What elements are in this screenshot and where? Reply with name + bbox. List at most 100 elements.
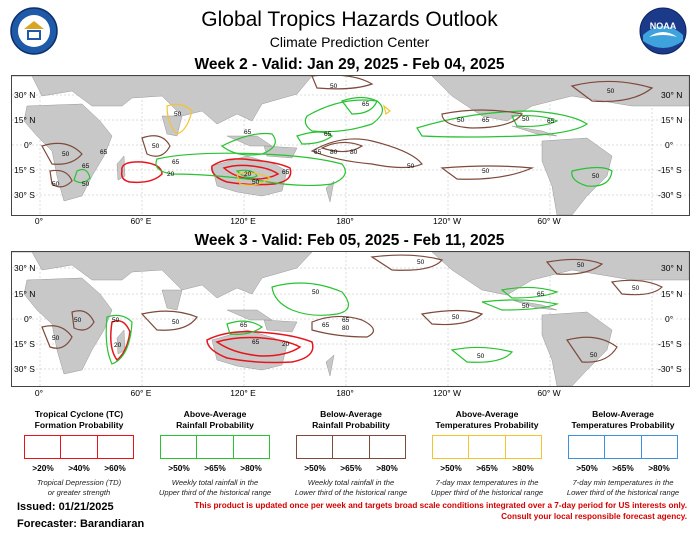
week3-lon-2: 120° E xyxy=(230,388,256,398)
contour-label: 50 xyxy=(592,173,600,180)
legend-swatch-cell xyxy=(60,436,96,458)
update-notice: This product is updated once per week an… xyxy=(190,500,687,522)
contour-label: 65 xyxy=(322,322,330,329)
week3-lon-4: 120° W xyxy=(433,388,461,398)
legend-title-line: Rainfall Probability xyxy=(312,420,390,430)
legend-swatch-cell xyxy=(504,436,541,458)
contour-label: 50 xyxy=(522,303,530,310)
week2-lat-right-3: -15° S xyxy=(658,165,682,175)
legend-swatch-cell xyxy=(332,436,368,458)
week2-contour-labels: 50 50 65 65 65 50 50 65 65 80 50 50 65 5… xyxy=(52,83,615,188)
week3-lat-left-3: 15° S xyxy=(14,339,35,349)
week3-lon-1: 60° E xyxy=(130,388,152,398)
contour-label: 50 xyxy=(452,314,460,321)
week2-lon-2: 120° E xyxy=(230,216,256,226)
legend-title-line: Below-Average xyxy=(592,409,654,419)
contour-label: 20 xyxy=(282,341,290,348)
legend-value: >80% xyxy=(240,463,262,473)
contour-label: 50 xyxy=(152,143,160,150)
legend-value: >80% xyxy=(648,463,670,473)
legend-title: Tropical Cyclone (TC) Formation Probabili… xyxy=(12,409,146,431)
legend-note-line: Upper third of the historical range xyxy=(430,488,544,497)
legend-value: >60% xyxy=(104,463,126,473)
contour-label: 65 xyxy=(324,131,332,138)
contour-label: 50 xyxy=(577,262,585,269)
update-notice-line2: Consult your local responsible forecast … xyxy=(501,512,687,521)
contour-label: 50 xyxy=(632,285,640,292)
legend-title: Above-Average Temperatures Probability xyxy=(420,409,554,431)
contour-label: 65 xyxy=(240,322,248,329)
contour-label: 65 xyxy=(314,149,322,156)
legend-title-line: Above-Average xyxy=(183,409,247,419)
contour-label: 50 xyxy=(522,116,530,123)
contour-label: 65 xyxy=(82,163,90,170)
contour-label: 65 xyxy=(252,339,260,346)
week3-lat-right-2: 0° xyxy=(665,314,674,324)
legend-value: >80% xyxy=(512,463,534,473)
contour-label: 65 xyxy=(172,159,180,166)
legend-note: 7-day min temperatures in the Lower third… xyxy=(556,478,690,498)
legend-title-line: Temperatures Probability xyxy=(571,420,675,430)
legend-title-line: Temperatures Probability xyxy=(435,420,539,430)
week2-lat-left-3: 15° S xyxy=(14,165,35,175)
legend-swatch-cell xyxy=(297,436,332,458)
legend-note-line: 7-day min temperatures in the xyxy=(572,478,674,487)
week3-lon-3: 180° xyxy=(336,388,354,398)
legend-swatch-cell xyxy=(96,436,133,458)
contour-label: 20 xyxy=(114,342,122,349)
legend-swatch-cell xyxy=(569,436,604,458)
legend-value: >80% xyxy=(376,463,398,473)
contour-label: 50 xyxy=(477,353,485,360)
legend-swatch-cell xyxy=(433,436,468,458)
week2-lat-left-2: 0° xyxy=(24,140,33,150)
legend-tc: Tropical Cyclone (TC) Formation Probabili… xyxy=(12,409,146,498)
noaa-logo-text: NOAA xyxy=(650,21,677,31)
week3-lat-left-1: 15° N xyxy=(14,289,36,299)
rain-above-contours xyxy=(105,282,560,365)
legend-note-line: Weekly total rainfall in the xyxy=(307,478,395,487)
legend-note-line: Weekly total rainfall in the xyxy=(171,478,259,487)
legend-swatch-cell xyxy=(25,436,60,458)
week3-lat-left-0: 30° N xyxy=(14,263,36,273)
legend-value: >65% xyxy=(204,463,226,473)
legend-value: >65% xyxy=(340,463,362,473)
contour-label: 50 xyxy=(174,111,182,118)
tc-contours xyxy=(120,158,292,186)
legend-values: >50% >65% >80% xyxy=(433,463,541,473)
legend-value: >40% xyxy=(68,463,90,473)
legend-swatch xyxy=(24,435,134,459)
week2-lat-right-0: 30° N xyxy=(661,90,683,100)
rain-above-contours xyxy=(73,96,613,187)
contour-label: 50 xyxy=(457,117,465,124)
week2-map-graphic: 50 50 65 65 65 50 50 65 65 80 50 50 65 5… xyxy=(12,74,690,216)
week2-lat-right-2: 0° xyxy=(665,140,674,150)
contour-label: 50 xyxy=(82,181,90,188)
legend-note-line: Tropical Depression (TD) xyxy=(36,478,122,487)
contour-label: 65 xyxy=(537,291,545,298)
legend-swatch xyxy=(296,435,406,459)
page-title: Global Tropics Hazards Outlook xyxy=(201,8,498,31)
legend-temp-above: Above-Average Temperatures Probability >50… xyxy=(420,409,554,498)
legend-note-line: Lower third of the historical range xyxy=(294,488,408,497)
contour-label: 20 xyxy=(244,171,252,178)
week2-title: Week 2 - Valid: Jan 29, 2025 - Feb 04, 2… xyxy=(194,56,505,73)
legend-value: >50% xyxy=(304,463,326,473)
contour-label: 20 xyxy=(167,171,175,178)
legend-swatch xyxy=(160,435,270,459)
forecaster-name: Forecaster: Barandiaran xyxy=(17,518,145,530)
contour-label: 65 xyxy=(482,117,490,124)
legend-note-line: or greater strength xyxy=(47,488,111,497)
legend-values: >50% >65% >80% xyxy=(297,463,405,473)
contour-label: 50 xyxy=(590,352,598,359)
week3-lat-right-1: 15° N xyxy=(661,289,683,299)
legend-swatch xyxy=(568,435,678,459)
week3-title: Week 3 - Valid: Feb 05, 2025 - Feb 11, 2… xyxy=(194,232,505,249)
legend-swatch-cell xyxy=(640,436,677,458)
legend-swatch-cell xyxy=(161,436,196,458)
week3-lat-right-3: -15° S xyxy=(658,339,682,349)
legend-temp-below: Below-Average Temperatures Probability >50… xyxy=(556,409,690,498)
contour-label: 50 xyxy=(607,88,615,95)
contour-label: 80 xyxy=(342,325,350,332)
legend-note-line: Upper third of the historical range xyxy=(158,488,272,497)
legend-title: Below-Average Rainfall Probability xyxy=(284,409,418,431)
